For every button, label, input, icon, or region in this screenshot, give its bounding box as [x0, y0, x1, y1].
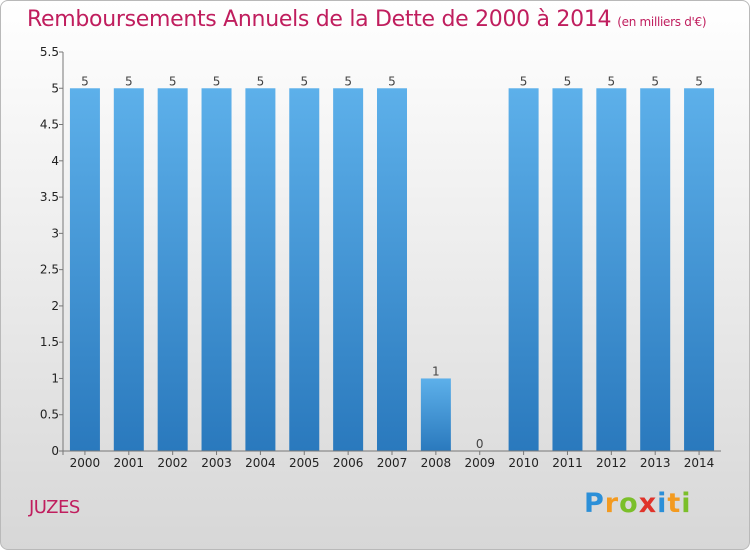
value-label-2003: 5 [213, 74, 221, 88]
bar-2005 [289, 88, 320, 451]
bar-2002 [157, 88, 188, 451]
y-tick-label: 5 [51, 81, 59, 95]
y-tick-label: 5.5 [40, 45, 59, 59]
value-label-2004: 5 [257, 74, 265, 88]
value-label-2000: 5 [81, 74, 89, 88]
x-tick-label-2001: 2001 [114, 456, 145, 470]
x-tick-label-2012: 2012 [596, 456, 627, 470]
y-tick-label: 2.5 [40, 263, 59, 277]
logo-letter: r [604, 488, 620, 519]
x-tick-label-2007: 2007 [377, 456, 408, 470]
x-tick-label-2010: 2010 [508, 456, 539, 470]
x-tick-label-2009: 2009 [464, 456, 495, 470]
y-tick-label: 4 [51, 154, 59, 168]
logo-letter: t [667, 488, 682, 519]
logo-letter: x [638, 488, 658, 519]
y-tick-label: 1 [51, 371, 59, 385]
bar-2014 [684, 88, 715, 451]
y-tick-label: 1.5 [40, 335, 59, 349]
value-label-2008: 1 [432, 364, 440, 378]
value-label-2007: 5 [388, 74, 396, 88]
bar-2013 [640, 88, 671, 451]
x-axis: 2000 2001 2002 2003 2004 2005 2006 2007 2008 2009… [63, 450, 721, 470]
bar-2010 [508, 88, 539, 451]
bar-2000 [69, 88, 100, 451]
bar-2001 [113, 88, 144, 451]
value-label-2009: 0 [476, 437, 484, 451]
value-label-2010: 5 [520, 74, 528, 88]
x-tick-label-2014: 2014 [684, 456, 715, 470]
y-tick-label: 2 [51, 299, 59, 313]
value-label-2006: 5 [344, 74, 352, 88]
x-tick-label-2008: 2008 [421, 456, 452, 470]
y-tick-label: 3 [51, 226, 59, 240]
value-label-2001: 5 [125, 74, 133, 88]
x-tick-label-2000: 2000 [70, 456, 101, 470]
bars-group: 5 5 5 5 5 5 5 5 1 0 5 5 5 5 5 [69, 74, 715, 451]
bar-2006 [333, 88, 364, 451]
commune-name: JUZES [29, 497, 80, 518]
bar-2012 [596, 88, 627, 451]
logo-letter: o [619, 488, 639, 519]
value-label-2014: 5 [695, 74, 703, 88]
proxiti-logo: Proxiti [584, 488, 692, 519]
bar-2007 [377, 88, 407, 451]
y-tick-label: 0.5 [40, 408, 59, 422]
value-label-2005: 5 [300, 74, 308, 88]
logo-letter: i [681, 488, 692, 519]
x-tick-label-2002: 2002 [157, 456, 188, 470]
x-tick-label-2011: 2011 [552, 456, 583, 470]
y-tick-label: 3.5 [40, 190, 59, 204]
x-tick-label-2005: 2005 [289, 456, 320, 470]
x-tick-label-2003: 2003 [201, 456, 232, 470]
chart-subtitle: (en milliers d'€) [617, 15, 707, 29]
y-axis: 0 0.5 1 1.5 2 2.5 3 3.5 4 4.5 5 5.5 [40, 45, 64, 458]
x-tick-label-2004: 2004 [245, 456, 276, 470]
bar-2003 [201, 88, 232, 451]
chart-title: Remboursements Annuels de la Dette de 20… [27, 7, 707, 32]
y-tick-label: 4.5 [40, 118, 59, 132]
y-tick-label: 0 [51, 444, 59, 458]
value-label-2011: 5 [564, 74, 572, 88]
bar-2011 [552, 88, 583, 451]
bar-2008 [420, 378, 451, 451]
logo-letter: P [584, 488, 605, 519]
x-tick-label-2006: 2006 [333, 456, 364, 470]
chart-title-text: Remboursements Annuels de la Dette de 20… [27, 7, 612, 32]
logo-letter: i [657, 488, 668, 519]
value-label-2013: 5 [651, 74, 659, 88]
x-tick-label-2013: 2013 [640, 456, 671, 470]
value-label-2002: 5 [169, 74, 177, 88]
bar-2004 [245, 88, 276, 451]
value-label-2012: 5 [608, 74, 616, 88]
